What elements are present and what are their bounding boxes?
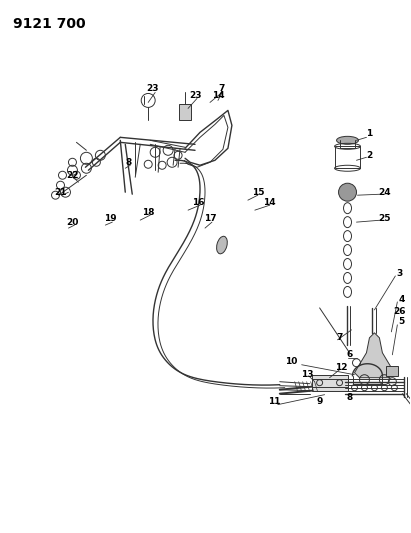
- Text: 17: 17: [204, 214, 216, 223]
- Text: 23: 23: [146, 84, 158, 93]
- Text: 2: 2: [366, 151, 372, 160]
- Polygon shape: [355, 333, 395, 378]
- Text: 11: 11: [268, 397, 281, 406]
- Text: 8: 8: [125, 158, 132, 167]
- Text: 12: 12: [335, 363, 348, 372]
- FancyBboxPatch shape: [312, 375, 348, 391]
- Text: 5: 5: [398, 317, 404, 326]
- Text: 14: 14: [212, 91, 224, 100]
- Text: 14: 14: [263, 198, 276, 207]
- Text: 23: 23: [189, 91, 201, 100]
- Text: 26: 26: [393, 308, 406, 317]
- Text: 25: 25: [378, 214, 390, 223]
- Text: 9: 9: [316, 397, 323, 406]
- FancyBboxPatch shape: [386, 366, 398, 376]
- Text: 20: 20: [66, 217, 79, 227]
- Text: 4: 4: [398, 295, 404, 304]
- Text: 6: 6: [346, 350, 353, 359]
- Text: 22: 22: [66, 171, 79, 180]
- FancyBboxPatch shape: [179, 104, 191, 120]
- Text: 3: 3: [396, 270, 402, 278]
- Text: 15: 15: [252, 188, 264, 197]
- Ellipse shape: [337, 136, 358, 144]
- Text: 9121 700: 9121 700: [13, 17, 85, 31]
- Circle shape: [339, 183, 356, 201]
- Text: 7: 7: [219, 84, 225, 93]
- Text: 8: 8: [346, 393, 353, 402]
- Text: 13: 13: [301, 370, 314, 379]
- Text: 10: 10: [286, 357, 298, 366]
- Text: 7: 7: [336, 333, 343, 342]
- Text: 24: 24: [378, 188, 391, 197]
- Text: 19: 19: [104, 214, 117, 223]
- Text: 18: 18: [142, 208, 155, 216]
- Text: 16: 16: [192, 198, 204, 207]
- Ellipse shape: [217, 236, 227, 254]
- Text: 1: 1: [366, 129, 372, 138]
- Text: 21: 21: [54, 188, 67, 197]
